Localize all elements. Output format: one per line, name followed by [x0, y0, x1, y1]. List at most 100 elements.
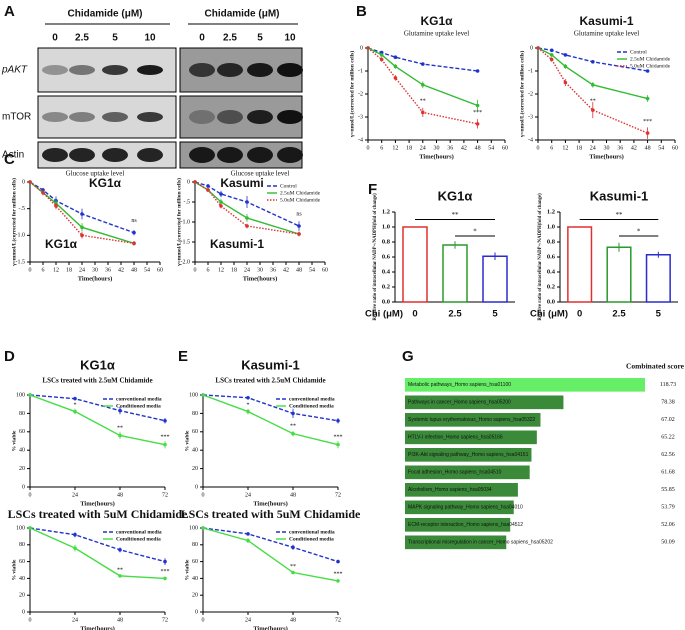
annotation: ***	[161, 569, 170, 575]
y-tick-label: 20	[192, 466, 198, 472]
bar	[405, 413, 541, 427]
annotation: *	[74, 402, 77, 408]
point	[54, 204, 58, 208]
point	[297, 232, 301, 236]
y-tick-label: 1.2	[547, 208, 555, 215]
point	[591, 83, 595, 87]
y-tick-label: 80	[192, 411, 198, 417]
bar	[405, 518, 511, 532]
concentration: 2.5	[75, 33, 89, 44]
x-tick-label: 30	[604, 145, 610, 151]
point	[393, 76, 398, 80]
x-tick-label: 42	[118, 267, 124, 273]
annotation: *	[637, 228, 641, 236]
x-tick-label: 72	[335, 492, 341, 498]
y-tick-label: 0	[195, 484, 198, 490]
point	[206, 188, 210, 192]
point	[163, 442, 167, 447]
bar-label: ECM-receptor interaction_Homo sapiens_hs…	[408, 522, 523, 528]
annotation: **	[290, 564, 296, 570]
point	[246, 532, 250, 536]
blot-row-label: pAKT	[1, 65, 28, 76]
point	[475, 122, 480, 126]
bar	[405, 535, 507, 550]
band	[247, 63, 273, 77]
concentration: 10	[144, 33, 156, 44]
legend-label: conventional media	[116, 529, 162, 535]
point	[80, 212, 84, 216]
legend-label: Conditioned media	[289, 403, 334, 409]
value-label: 50.09	[661, 540, 675, 546]
bar	[405, 465, 530, 480]
x-tick-label: 12	[53, 267, 59, 273]
x-axis-label: Time(hours)	[78, 275, 113, 282]
point	[549, 57, 554, 62]
point	[132, 230, 136, 235]
band	[102, 65, 128, 75]
annotation: **	[452, 211, 460, 219]
point	[549, 53, 554, 57]
annotation: ***	[334, 435, 343, 441]
concentration: 0	[199, 33, 205, 44]
x-tick-label: 42	[461, 145, 467, 151]
y-tick-label: 0.4	[382, 268, 391, 275]
y-axis-label: Relative ratio of intracellular NADP+/NA…	[373, 193, 378, 321]
bar	[405, 500, 514, 515]
x-tick-label: 18	[231, 267, 237, 273]
point	[366, 46, 370, 50]
x-tick-label: 72	[335, 617, 341, 623]
chart-subtitle: Glutamine uptake level	[574, 30, 639, 38]
concentration: 10	[284, 33, 296, 44]
chart-label: KG1α	[45, 237, 78, 251]
point	[41, 190, 45, 195]
bar	[606, 246, 632, 303]
x-tick-label: 24	[420, 145, 426, 151]
bar	[442, 244, 468, 303]
point	[132, 241, 136, 246]
y-tick-label: 60	[19, 559, 25, 565]
bar	[405, 448, 532, 462]
legend-label: 2.5uM Chidamide	[280, 190, 321, 196]
y-tick-label: 0	[22, 484, 25, 490]
band	[102, 148, 128, 162]
x-tick-label: 60	[322, 267, 328, 273]
y-tick-label: 0.2	[382, 283, 390, 290]
chart-title: Combinated score	[626, 362, 685, 371]
point	[118, 574, 122, 578]
chart-title: LSCs treated with 5uM Chidamide	[8, 507, 188, 521]
x-tick-label: 0	[577, 309, 582, 320]
bar	[402, 226, 428, 303]
point	[549, 48, 554, 53]
chart-subtitle: Glucose uptake level	[66, 170, 125, 178]
x-tick-label: 48	[645, 145, 651, 151]
value-label: 62.56	[661, 452, 675, 458]
y-tick-label: 0	[195, 609, 198, 615]
bar	[405, 395, 564, 410]
point	[291, 570, 295, 575]
x-tick-label: 24	[590, 145, 596, 151]
x-tick-label: 36	[105, 267, 111, 273]
band	[189, 63, 215, 77]
y-tick-label: 0	[22, 179, 25, 185]
x-tick-label: 36	[617, 145, 623, 151]
x-tick-label: 5	[656, 309, 662, 320]
bar-label: Alcoholism_Homo sapiens_hsa05034	[408, 487, 492, 493]
x-axis-label: Time(hours)	[253, 500, 288, 507]
x-tick-label: 48	[475, 145, 481, 151]
chart-title: Kasumi-1	[579, 14, 633, 28]
x-tick-label: 0	[202, 492, 205, 498]
point	[163, 418, 167, 423]
y-tick-label: 20	[19, 593, 25, 599]
x-tick-label: 54	[488, 145, 494, 151]
point	[163, 576, 167, 581]
series-line	[537, 47, 648, 72]
panel-label: D	[4, 348, 15, 365]
series-line	[367, 47, 478, 107]
y-tick-label: 0.4	[547, 268, 556, 275]
y-tick-label: -1.5	[16, 259, 26, 265]
x-tick-label: 12	[218, 267, 224, 273]
x-tick-label: 0	[29, 267, 32, 273]
x-tick-label: 48	[290, 492, 296, 498]
point	[563, 80, 568, 85]
point	[291, 411, 295, 416]
